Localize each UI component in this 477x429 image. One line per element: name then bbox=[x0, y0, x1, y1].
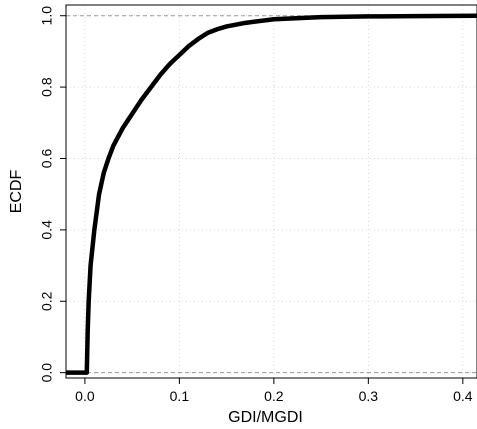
ecdf-series-line-0 bbox=[66, 13, 477, 375]
y-axis: 0.0 0.2 0.4 0.6 0.8 1.0 bbox=[39, 6, 66, 383]
y-tick-label-1: 0.2 bbox=[39, 291, 55, 311]
y-tick-label-3: 0.6 bbox=[39, 149, 55, 169]
x-tick-label-4: 0.4 bbox=[453, 388, 473, 404]
y-tick-label-4: 0.8 bbox=[39, 77, 55, 97]
x-tick-label-2: 0.2 bbox=[264, 388, 284, 404]
x-axis-title: GDI/MGDI bbox=[228, 409, 303, 426]
x-tick-label-0: 0.0 bbox=[75, 388, 95, 404]
y-tick-label-0: 0.0 bbox=[39, 363, 55, 383]
reference-lines bbox=[66, 15, 477, 374]
grid-layer bbox=[66, 5, 477, 378]
y-axis-title: ECDF bbox=[8, 170, 25, 214]
series-layer bbox=[66, 13, 477, 375]
y-tick-label-5: 1.0 bbox=[39, 6, 55, 26]
x-tick-label-1: 0.1 bbox=[170, 388, 190, 404]
x-axis: 0.0 0.1 0.2 0.3 0.4 bbox=[75, 378, 473, 404]
plot-frame bbox=[65, 4, 477, 379]
x-tick-label-3: 0.3 bbox=[359, 388, 379, 404]
y-tick-label-2: 0.4 bbox=[39, 220, 55, 240]
